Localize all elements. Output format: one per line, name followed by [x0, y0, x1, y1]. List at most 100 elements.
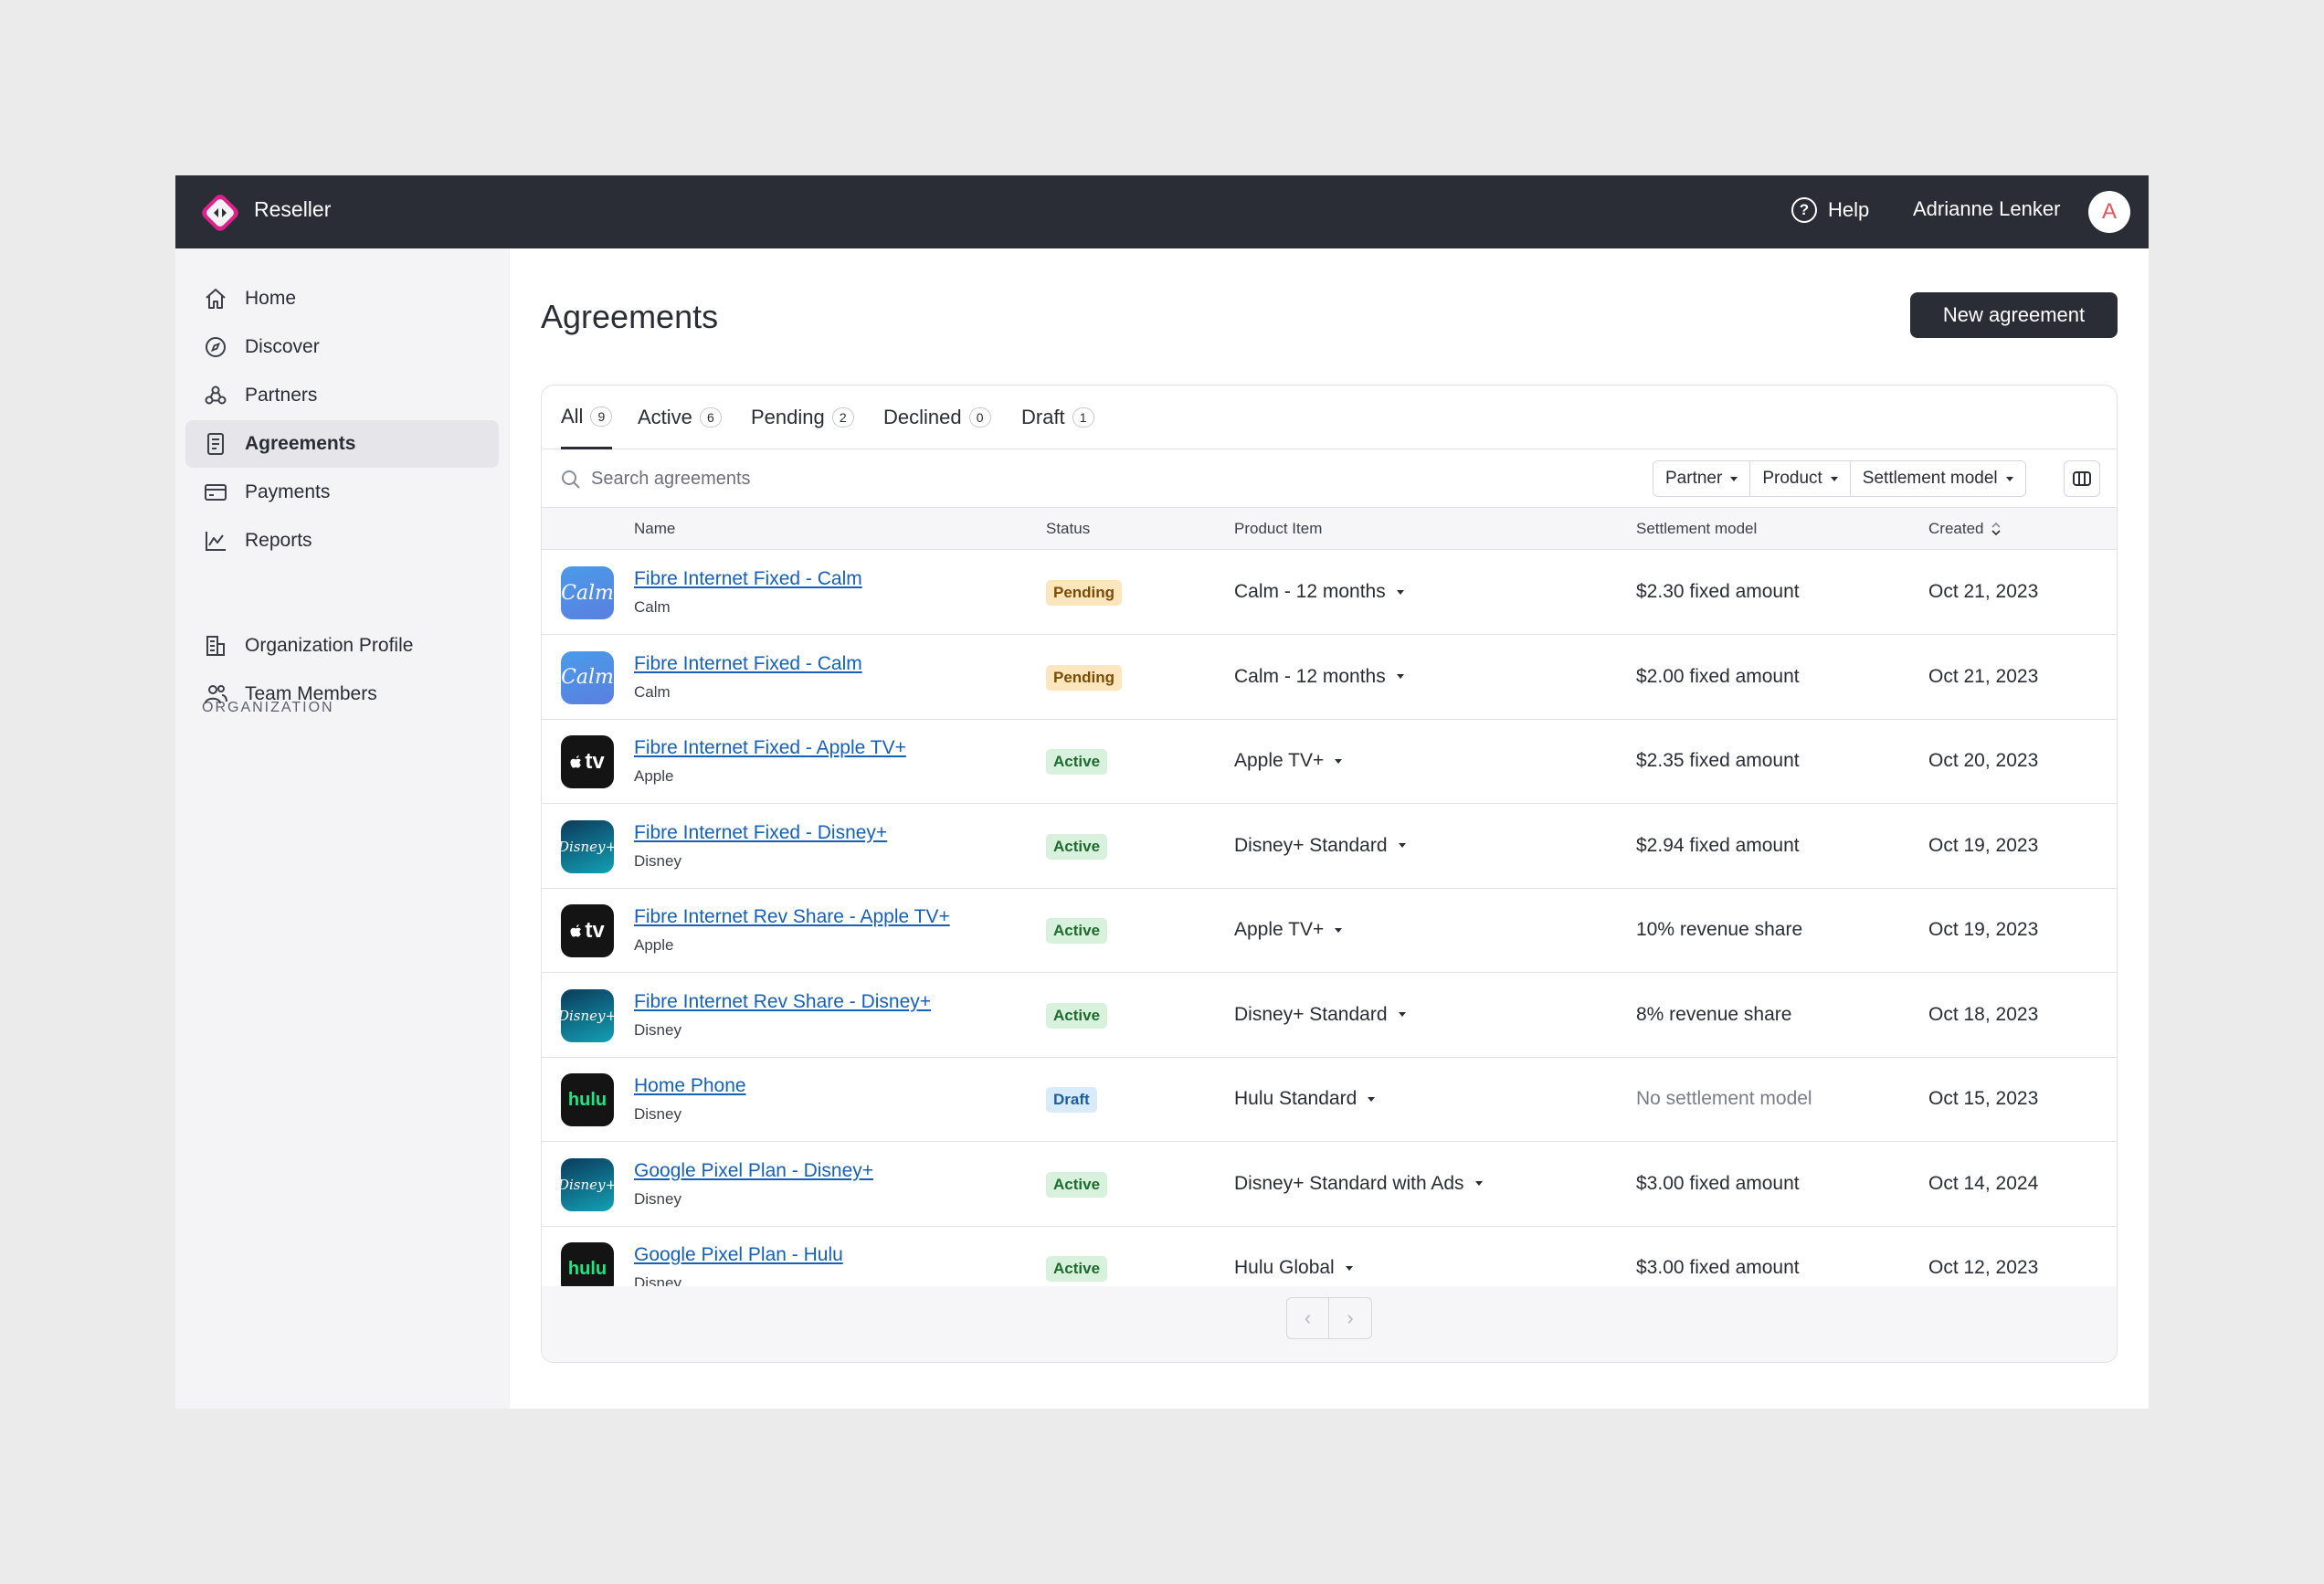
agreement-name-link[interactable]: Google Pixel Plan - Disney+ — [634, 1159, 874, 1181]
search-bar: Partner Product Settlement model — [542, 449, 2117, 508]
settlement-model: $3.00 fixed amount — [1636, 1172, 1800, 1194]
table-row[interactable]: Disney+ Fibre Internet Rev Share - Disney… — [542, 974, 2117, 1058]
agreement-name-link[interactable]: Fibre Internet Fixed - Calm — [634, 652, 862, 674]
agreement-name-link[interactable]: Home Phone — [634, 1075, 746, 1096]
compass-icon — [203, 334, 228, 360]
agreement-name-link[interactable]: Fibre Internet Rev Share - Disney+ — [634, 990, 932, 1012]
sidebar-item-reports[interactable]: Reports — [185, 517, 499, 565]
table-row[interactable]: tv Fibre Internet Fixed - Apple TV+ Apple A… — [542, 720, 2117, 804]
sidebar-item-payments[interactable]: Payments — [185, 469, 499, 516]
calm-logo-icon: Calm — [561, 566, 614, 619]
sidebar-item-team-members[interactable]: Team Members — [185, 671, 499, 718]
product-item-dropdown[interactable]: Hulu Standard — [1234, 1088, 1376, 1110]
product-filter[interactable]: Product — [1750, 461, 1851, 496]
sidebar-item-organization-profile[interactable]: Organization Profile — [185, 622, 499, 670]
sidebar-item-discover[interactable]: Discover — [185, 323, 499, 371]
column-header-created[interactable]: Created — [1928, 520, 2002, 538]
chevron-right-icon: › — [1347, 1306, 1354, 1329]
tab-draft[interactable]: Draft 1 — [1021, 385, 1094, 449]
status-badge: Draft — [1046, 1087, 1097, 1113]
credit-card-icon — [203, 480, 228, 505]
product-item-label: Hulu Standard — [1234, 1088, 1357, 1109]
table-row[interactable]: tv Fibre Internet Rev Share - Apple TV+ Ap… — [542, 889, 2117, 973]
partner-company: Apple — [634, 767, 674, 785]
user-name[interactable]: Adrianne Lenker — [1913, 197, 2061, 220]
status-badge: Active — [1046, 918, 1108, 944]
settlement-model: $2.35 fixed amount — [1636, 750, 1800, 771]
created-date: Oct 19, 2023 — [1928, 919, 2039, 940]
pagination: ‹ › — [1286, 1297, 1372, 1339]
caret-down-icon — [1398, 843, 1406, 848]
status-badge: Pending — [1046, 580, 1123, 606]
calm-logo-icon: Calm — [561, 650, 614, 704]
table-row[interactable]: Disney+ Google Pixel Plan - Disney+ Disney… — [542, 1143, 2117, 1227]
product-item-label: Apple TV+ — [1234, 750, 1325, 771]
product-item-dropdown[interactable]: Disney+ Standard with Ads — [1234, 1173, 1483, 1195]
table-footer: ‹ › — [542, 1286, 2117, 1362]
columns-toggle-button[interactable] — [2064, 460, 2100, 497]
column-header-status[interactable]: Status — [1046, 520, 1091, 537]
previous-page-button[interactable]: ‹ — [1287, 1298, 1330, 1338]
product-item-dropdown[interactable]: Disney+ Standard — [1234, 1004, 1406, 1026]
settlement-model: No settlement model — [1636, 1088, 1812, 1109]
partner-filter[interactable]: Partner — [1653, 461, 1751, 496]
caret-down-icon — [1368, 1096, 1376, 1102]
partners-icon — [203, 383, 228, 408]
new-agreement-button[interactable]: New agreement — [1910, 292, 2118, 338]
agreement-name-link[interactable]: Google Pixel Plan - Hulu — [634, 1244, 843, 1265]
partner-company: Calm — [634, 598, 671, 616]
tab-declined[interactable]: Declined 0 — [883, 385, 991, 449]
product-item-dropdown[interactable]: Hulu Global — [1234, 1257, 1353, 1279]
created-date: Oct 14, 2024 — [1928, 1172, 2039, 1194]
tab-active[interactable]: Active 6 — [638, 385, 722, 449]
status-badge: Active — [1046, 1256, 1108, 1282]
reseller-logo-icon[interactable] — [197, 190, 243, 236]
table-row[interactable]: Disney+ Fibre Internet Fixed - Disney+ Dis… — [542, 805, 2117, 889]
product-item-dropdown[interactable]: Apple TV+ — [1234, 919, 1343, 941]
help-icon: ? — [1791, 197, 1817, 223]
sidebar: Home Discover Partners Agreements Payments Re… — [175, 248, 510, 1409]
next-page-button[interactable]: › — [1329, 1298, 1371, 1338]
column-header-product[interactable]: Product Item — [1234, 520, 1323, 537]
status-badge: Pending — [1046, 664, 1123, 691]
product-item-dropdown[interactable]: Calm - 12 months — [1234, 666, 1404, 688]
users-icon — [203, 681, 228, 707]
sidebar-item-partners[interactable]: Partners — [185, 372, 499, 419]
product-item-label: Disney+ Standard — [1234, 834, 1388, 856]
columns-icon — [2073, 471, 2091, 486]
tab-pending[interactable]: Pending 2 — [751, 385, 854, 449]
table-row[interactable]: hulu Home Phone Disney Draft Hulu Standard No… — [542, 1058, 2117, 1142]
settlement-model-filter[interactable]: Settlement model — [1850, 461, 2025, 496]
column-header-settlement[interactable]: Settlement model — [1636, 520, 1758, 537]
column-header-name[interactable]: Name — [634, 520, 676, 537]
avatar[interactable]: A — [2088, 191, 2130, 233]
settlement-model: 10% revenue share — [1636, 919, 1803, 940]
caret-down-icon — [1474, 1181, 1483, 1186]
search-input[interactable] — [591, 462, 1231, 495]
table-row[interactable]: Calm Fibre Internet Fixed - Calm Calm Pendi… — [542, 551, 2117, 635]
building-icon — [203, 633, 228, 659]
apple-mark — [570, 749, 585, 775]
help-button[interactable]: ? Help — [1791, 197, 1869, 223]
agreement-name-link[interactable]: Fibre Internet Fixed - Disney+ — [634, 821, 888, 843]
product-item-label: Calm - 12 months — [1234, 581, 1386, 602]
sort-icon[interactable] — [1991, 522, 2002, 536]
apple-mark — [570, 918, 585, 944]
product-item-dropdown[interactable]: Calm - 12 months — [1234, 581, 1404, 603]
hulu-logo-icon: hulu — [561, 1073, 614, 1126]
agreement-name-link[interactable]: Fibre Internet Fixed - Calm — [634, 568, 862, 589]
apple-tv-logo-icon: tv — [561, 735, 614, 788]
tab-label: Pending — [751, 406, 825, 428]
agreement-name-link[interactable]: Fibre Internet Fixed - Apple TV+ — [634, 737, 906, 758]
table-row[interactable]: Calm Fibre Internet Fixed - Calm Calm Pendi… — [542, 636, 2117, 720]
sidebar-section-label: ORGANIZATION — [202, 700, 334, 715]
sidebar-item-home[interactable]: Home — [185, 275, 499, 322]
product-item-dropdown[interactable]: Apple TV+ — [1234, 750, 1343, 772]
caret-down-icon — [1830, 476, 1838, 481]
sidebar-item-label: Payments — [245, 481, 331, 502]
tab-all[interactable]: All 9 — [561, 385, 613, 449]
sidebar-item-agreements[interactable]: Agreements — [185, 420, 499, 468]
product-item-dropdown[interactable]: Disney+ Standard — [1234, 835, 1406, 857]
agreement-name-link[interactable]: Fibre Internet Rev Share - Apple TV+ — [634, 906, 950, 927]
filter-group: Partner Product Settlement model — [1653, 460, 2026, 497]
